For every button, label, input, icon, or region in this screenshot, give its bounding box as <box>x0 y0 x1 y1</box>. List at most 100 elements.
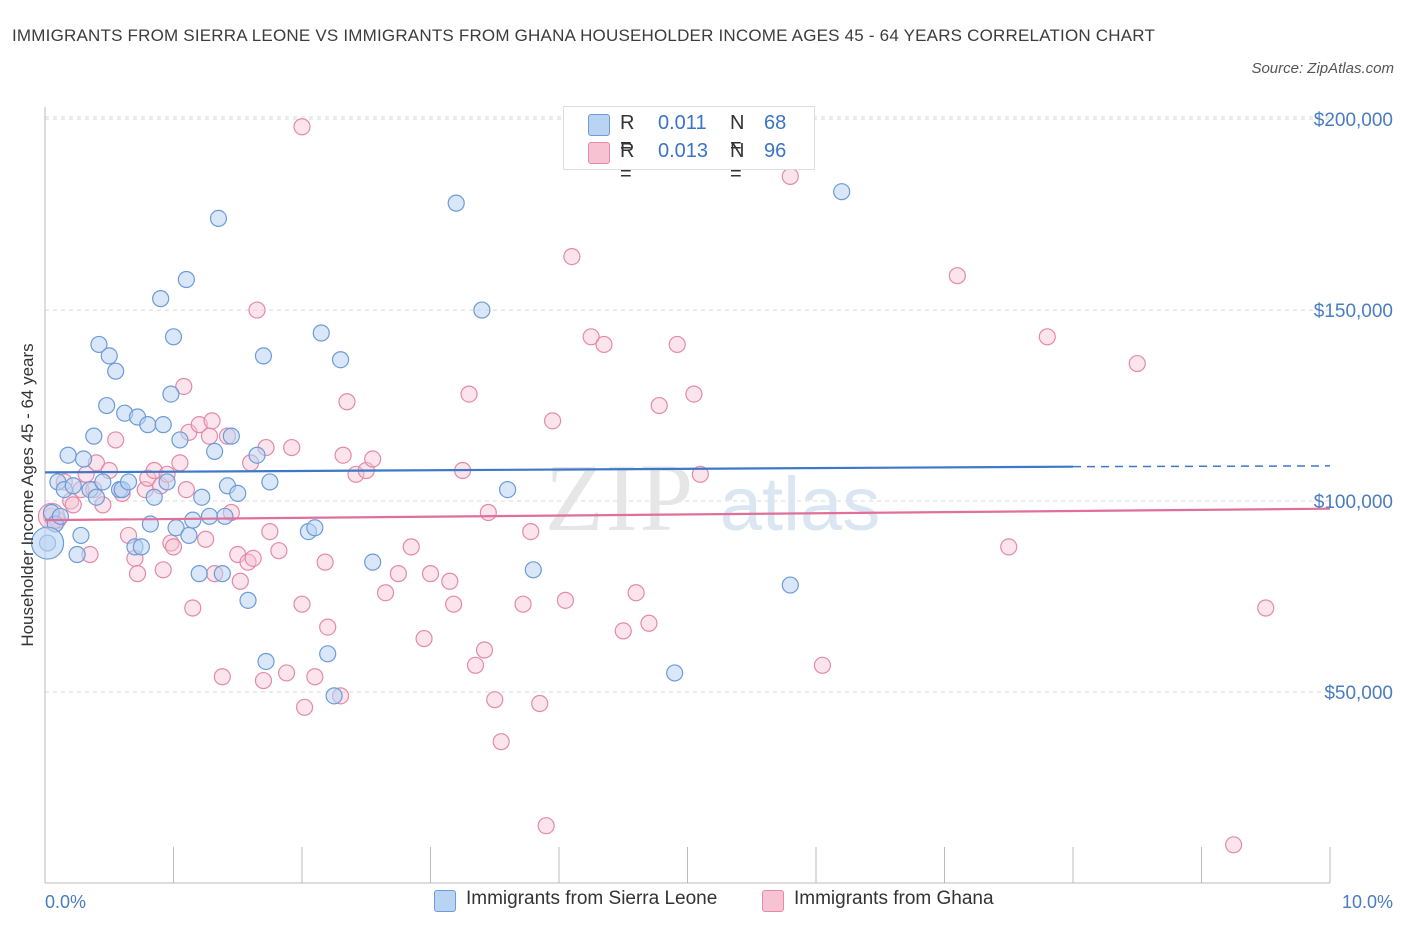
ghana-point <box>640 614 658 632</box>
ghana-point <box>295 698 314 716</box>
n-label: N = <box>730 112 745 157</box>
sierra-leone-point <box>206 442 224 460</box>
ghana-point <box>563 248 581 266</box>
sierra-leone-point <box>132 538 150 556</box>
ghana-point <box>582 328 600 346</box>
sierra-leone-point <box>833 183 851 201</box>
ghana-point <box>200 427 219 445</box>
sierra-leone-point <box>152 290 170 308</box>
sierra-leone-points <box>30 183 851 705</box>
sierra-leone-point <box>154 416 172 434</box>
ghana-point <box>364 450 382 468</box>
sierra-leone-point <box>473 301 491 319</box>
watermark-zip: ZIP <box>545 444 695 551</box>
ghana-point <box>177 480 195 499</box>
sierra-leone-point <box>68 545 86 564</box>
ghana-point <box>531 694 549 713</box>
ghana-point <box>441 572 459 590</box>
ghana-point <box>650 396 668 415</box>
ghana-point <box>1225 836 1243 854</box>
sierra-leone-point <box>666 664 684 682</box>
ghana-point <box>64 496 82 514</box>
ghana-point <box>627 584 645 602</box>
ghana-point <box>107 431 125 449</box>
sierra-leone-point <box>180 526 198 545</box>
ghana-point <box>231 572 249 590</box>
r-value: 0.013 <box>658 140 709 162</box>
ghana-point <box>781 167 799 185</box>
ghana-point <box>389 565 407 583</box>
ghana-point <box>402 538 420 556</box>
sierra-leone-point <box>319 645 337 663</box>
bottom-swatch-pink <box>762 890 784 912</box>
ghana-point <box>319 618 337 636</box>
stats-legend: R = 0.011 N = 68 R = 0.013 N = 96 <box>563 106 815 185</box>
sierra-leone-point <box>200 507 219 525</box>
sierra-leone-point <box>213 565 231 583</box>
series-label: Immigrants from Sierra Leone <box>466 888 718 909</box>
ghana-point <box>466 656 485 674</box>
y-tick-label: $50,000 <box>1324 683 1393 704</box>
sierra-leone-point <box>190 565 208 583</box>
ghana-point <box>514 595 532 613</box>
sierra-leone-point <box>216 507 234 525</box>
axes <box>44 107 1331 884</box>
sierra-leone-point <box>447 194 465 212</box>
ghana-point <box>213 668 231 686</box>
sierra-leone-point <box>51 507 70 525</box>
y-tick-label: $100,000 <box>1314 492 1393 513</box>
sierra-leone-point <box>94 473 112 491</box>
ghana-point <box>334 446 352 464</box>
ghana-point <box>668 335 686 354</box>
ghana-point <box>685 385 703 403</box>
sierra-leone-point <box>87 488 106 506</box>
ghana-point <box>479 503 497 522</box>
ghana-point <box>283 438 301 457</box>
ghana-point <box>190 416 208 434</box>
gridlines <box>45 116 1330 693</box>
ghana-point <box>445 595 463 613</box>
series-label: Immigrants from Ghana <box>794 888 994 909</box>
n-label: N = <box>730 140 745 185</box>
sierra-leone-point <box>184 511 202 529</box>
ghana-point <box>1257 599 1275 617</box>
ghana-point <box>492 733 510 751</box>
sierra-leone-point <box>257 652 275 671</box>
sierra-leone-point <box>171 431 189 449</box>
ghana-point <box>475 641 494 659</box>
sierra-leone-point <box>64 477 82 495</box>
sierra-leone-point <box>524 561 542 579</box>
ghana-point <box>261 523 279 541</box>
sierra-leone-point <box>222 427 240 445</box>
ghana-point <box>486 691 504 709</box>
sierra-leone-point <box>781 576 799 594</box>
tick-labels: $50,000 $100,000 $150,000 $200,000 0.0% 10.0% <box>45 110 1393 912</box>
sierra-leone-trend <box>44 465 1074 474</box>
sierra-leone-point <box>162 385 180 403</box>
ghana-trend <box>44 507 1331 522</box>
ghana-point <box>254 671 273 690</box>
ghana-point <box>248 301 266 319</box>
ghana-point <box>691 465 709 483</box>
n-value: 96 <box>764 140 787 162</box>
sierra-leone-point <box>90 335 108 354</box>
x-tick-label: 0.0% <box>45 892 86 912</box>
watermark-atlas: atlas <box>720 462 881 547</box>
sierra-leone-point <box>312 324 330 342</box>
ghana-point <box>145 461 163 480</box>
sierra-leone-point <box>193 488 211 506</box>
sierra-leone-point <box>74 450 93 468</box>
r-value: 0.011 <box>658 112 707 134</box>
sierra-leone-point <box>158 473 176 491</box>
sierra-leone-point <box>119 473 138 491</box>
ghana-point <box>277 664 296 682</box>
ghana-point <box>175 377 193 396</box>
sierra-leone-trend-extension <box>1072 465 1331 468</box>
sierra-leone-point <box>325 687 343 705</box>
y-axis-label: Householder Income Ages 45 - 64 years <box>18 343 37 646</box>
ghana-point <box>537 817 555 835</box>
sierra-leone-point <box>59 446 77 464</box>
bottom-swatch-blue <box>434 890 456 912</box>
sierra-leone-point <box>209 209 228 228</box>
